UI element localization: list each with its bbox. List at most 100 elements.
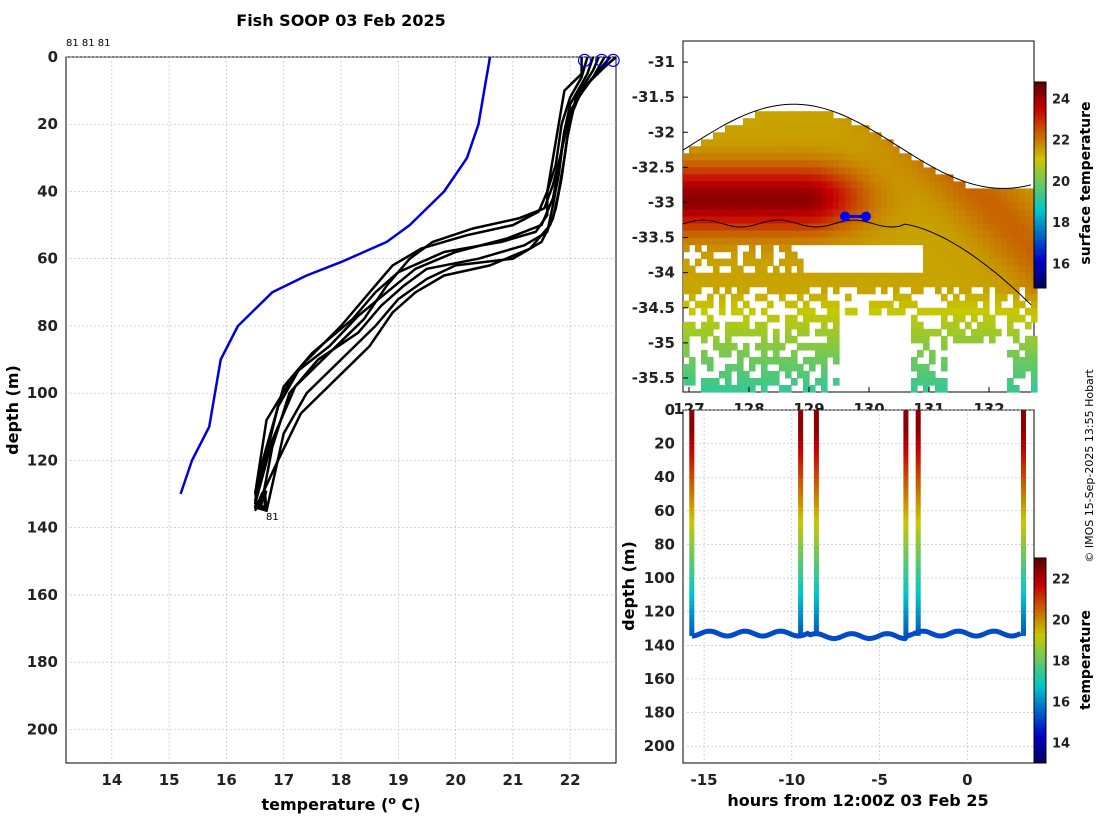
td-cast-cell	[915, 410, 921, 414]
x-tick-label: 20	[445, 771, 466, 789]
sst-cell	[1001, 188, 1008, 196]
sst-cell	[683, 279, 690, 288]
sst-cell	[929, 216, 936, 225]
sst-cell	[929, 370, 936, 379]
td-cast-cell	[689, 524, 695, 529]
td-cast-cell	[689, 457, 695, 462]
td-cast-cell	[813, 416, 819, 421]
sst-cell	[899, 216, 906, 225]
sst-cell	[989, 223, 996, 232]
sst-cell	[845, 181, 852, 189]
sst-cell	[773, 265, 780, 274]
sst-cell	[803, 321, 810, 330]
sst-cell	[1025, 251, 1032, 260]
y-tick-label: 200	[27, 720, 58, 738]
sst-cell	[755, 146, 762, 154]
map-y-tick-label: -35.5	[632, 369, 675, 387]
sst-cell	[779, 258, 786, 267]
td-cast-cell	[813, 608, 819, 613]
sst-cell	[965, 293, 972, 302]
sst-cell	[791, 300, 798, 309]
sst-cell	[731, 265, 738, 274]
sst-cell	[743, 328, 750, 337]
sst-cell	[755, 160, 762, 168]
sst-cell	[797, 160, 804, 168]
sst-cell	[731, 202, 738, 211]
sst-cell	[797, 328, 804, 337]
td-cast-cell	[813, 520, 819, 525]
sst-cell	[887, 195, 894, 203]
sst-cell	[767, 153, 774, 161]
sst-cell	[833, 328, 840, 337]
sst-cell	[779, 160, 786, 168]
td-cast-cell	[915, 608, 921, 613]
td-cast-cell	[813, 410, 819, 414]
sst-cell	[971, 279, 978, 288]
sst-cell	[947, 230, 954, 239]
sst-cell	[959, 314, 966, 323]
td-cast-cell	[1021, 527, 1026, 532]
td-cast-cell	[915, 433, 921, 438]
td-cast-cell	[813, 601, 819, 606]
sst-cell	[797, 118, 804, 126]
td-cast-cell	[798, 537, 804, 542]
sst-cell	[995, 237, 1002, 246]
sst-cell	[779, 174, 786, 182]
sst-cell	[995, 223, 1002, 232]
td-cast-cell	[915, 423, 921, 428]
sst-cell	[815, 230, 822, 239]
sst-cell	[971, 300, 978, 309]
sst-cell	[845, 202, 852, 211]
sst-cell	[875, 237, 882, 246]
sst-colorbar-label: surface temperature	[1078, 101, 1094, 264]
sst-cell	[821, 272, 828, 281]
td-cast-cell	[1021, 537, 1026, 542]
sst-cell	[857, 230, 864, 239]
sst-cell	[905, 272, 912, 281]
sst-cell	[797, 279, 804, 288]
sst-cell	[737, 188, 744, 196]
sst-cell	[713, 321, 720, 330]
sst-cell	[857, 146, 864, 154]
sst-cell	[815, 174, 822, 182]
sst-cell	[713, 385, 720, 393]
sst-cell	[893, 209, 900, 218]
sst-cell	[941, 258, 948, 267]
sst-cell	[797, 363, 804, 372]
sst-cell	[725, 237, 732, 246]
td-cast-cell	[813, 527, 819, 532]
sst-cell	[791, 356, 798, 365]
sst-cell	[707, 314, 714, 323]
sst-colorbar-cell	[1034, 270, 1046, 275]
sst-cell	[803, 342, 810, 351]
td-cast-cell	[1021, 514, 1026, 519]
td-cast-cell	[903, 531, 909, 535]
sst-cell	[749, 279, 756, 288]
sst-cell	[1019, 356, 1026, 365]
td-colorbar-cell	[1034, 578, 1046, 583]
sst-cell	[827, 328, 834, 337]
sst-cell	[959, 279, 966, 288]
sst-cell	[989, 244, 996, 253]
sst-cell	[1025, 237, 1032, 246]
sst-cell	[869, 216, 876, 225]
sst-cell	[971, 230, 978, 239]
td-cast-cell	[1021, 510, 1026, 515]
sst-cell	[743, 195, 750, 203]
sst-cell	[761, 188, 768, 196]
sst-cell	[731, 385, 738, 393]
sst-cell	[1007, 230, 1014, 239]
sst-cell	[683, 321, 690, 330]
sst-cell	[719, 202, 726, 211]
sst-cell	[755, 125, 762, 133]
sst-cell	[857, 286, 864, 295]
td-cast-cell	[1021, 605, 1026, 609]
sst-cell	[803, 237, 810, 246]
sst-cell	[923, 223, 930, 232]
td-cast-cell	[915, 611, 921, 616]
sst-cell	[785, 272, 792, 281]
sst-cell	[725, 209, 732, 218]
sst-cell	[773, 160, 780, 168]
td-cast-cell	[689, 480, 695, 485]
